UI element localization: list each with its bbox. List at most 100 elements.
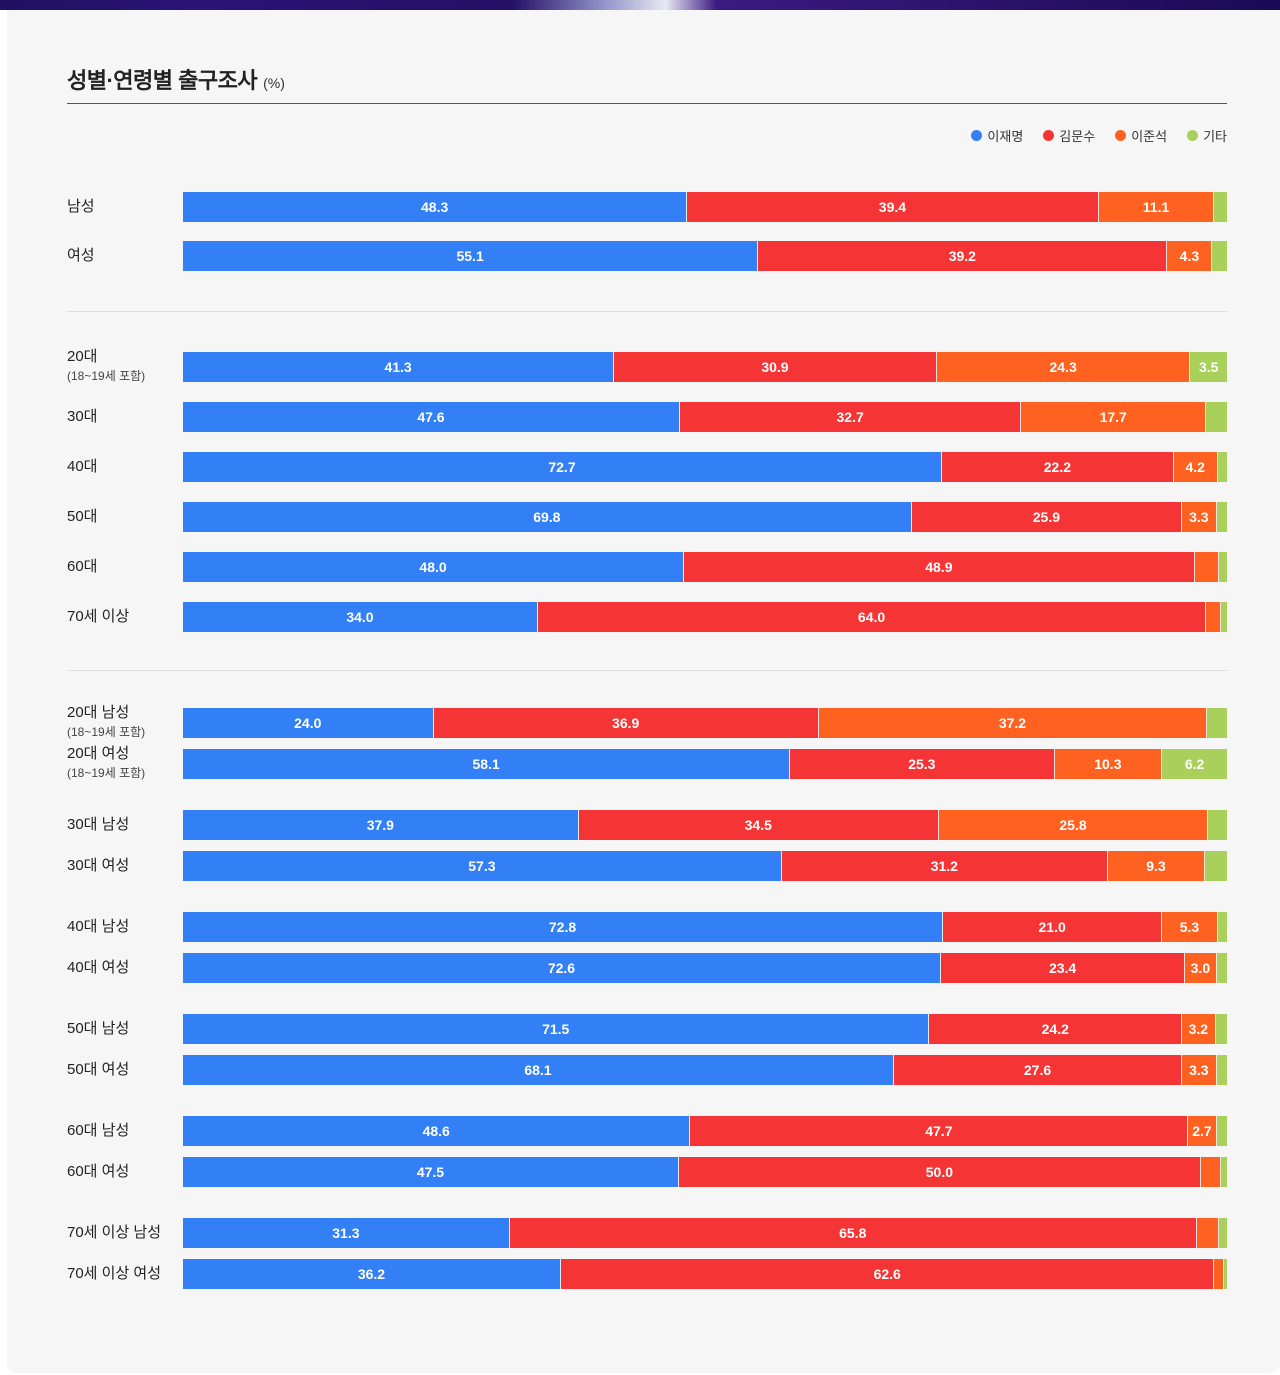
bar-segment: 24.3 xyxy=(936,352,1191,382)
bar-value-label: 27.6 xyxy=(1023,1062,1052,1078)
bar-value-label: 34.5 xyxy=(744,817,772,833)
row-label-text: 60대 xyxy=(67,558,98,575)
bar-value-label: 72.8 xyxy=(548,919,577,935)
row-label: 70세 이상 xyxy=(67,608,129,626)
bar-segment: 6.2 xyxy=(1162,749,1227,779)
row-label: 40대 남성 xyxy=(67,918,129,936)
bar-segment: 4.2 xyxy=(1173,452,1218,482)
bar-value-label: 48.9 xyxy=(925,559,953,575)
bar-value-label: 25.8 xyxy=(1059,817,1087,833)
row-label: 20대 (18~19세 포함) xyxy=(67,348,145,384)
bar-segment xyxy=(1194,552,1219,582)
row-label-text: 40대 xyxy=(67,458,98,475)
bar-segment: 10.3 xyxy=(1054,749,1163,779)
chart-title-text: 성별·연령별 출구조사 xyxy=(67,68,258,93)
bar-value-label: 55.1 xyxy=(456,248,484,264)
bar-value-label: 4.3 xyxy=(1179,248,1200,264)
bar-segment: 3.0 xyxy=(1185,953,1217,983)
bar-value-label: 47.6 xyxy=(417,409,445,425)
bar-segment xyxy=(1208,810,1227,840)
row-label-text: 여성 xyxy=(67,247,95,264)
bar-segment: 4.3 xyxy=(1167,241,1213,271)
bar-value-label: 24.3 xyxy=(1049,359,1077,375)
title-underline xyxy=(67,103,1227,104)
bar-value-label: 3.5 xyxy=(1198,359,1219,375)
bar-segment xyxy=(1217,912,1227,942)
bar-segment xyxy=(1207,708,1227,738)
stacked-bar-row: 48.0 48.9 xyxy=(183,552,1227,582)
bar-value-label: 64.0 xyxy=(857,609,886,625)
legend-item-lee-jaemyung: 이재명 xyxy=(971,126,1023,145)
row-label-text: 70세 이상 여성 xyxy=(67,1265,162,1282)
bar-value-label: 37.9 xyxy=(366,817,394,833)
bar-segment: 72.7 xyxy=(183,452,942,482)
legend-label: 이준석 xyxy=(1131,129,1168,144)
bar-segment: 2.7 xyxy=(1188,1116,1217,1146)
row-label: 30대 여성 xyxy=(67,857,129,875)
bar-segment: 34.0 xyxy=(183,602,538,632)
stacked-bar-row: 57.3 31.2 9.3 xyxy=(183,851,1227,881)
bar-value-label: 48.0 xyxy=(419,559,447,575)
row-label: 여성 xyxy=(67,247,95,265)
bar-value-label: 11.1 xyxy=(1142,199,1170,215)
bar-segment xyxy=(1205,851,1227,881)
bar-segment xyxy=(1217,452,1227,482)
bar-value-label: 37.2 xyxy=(998,715,1027,731)
row-label-text: 20대 남성 xyxy=(67,704,130,721)
stacked-bar-row: 41.3 30.9 24.3 3.5 xyxy=(183,352,1227,382)
bar-value-label: 2.7 xyxy=(1192,1123,1212,1139)
bar-segment xyxy=(1216,1116,1227,1146)
row-label-text: 40대 여성 xyxy=(67,959,130,976)
bar-value-label: 24.0 xyxy=(294,715,322,731)
bar-value-label: 50.0 xyxy=(925,1164,954,1180)
bar-value-label: 57.3 xyxy=(468,858,496,874)
legend-item-others: 기타 xyxy=(1187,126,1227,145)
bar-segment: 9.3 xyxy=(1107,851,1206,881)
bar-segment: 25.8 xyxy=(938,810,1209,840)
bar-segment: 25.9 xyxy=(911,502,1183,532)
row-label-text: 50대 여성 xyxy=(67,1061,130,1078)
bar-segment: 47.7 xyxy=(690,1116,1189,1146)
bar-segment: 50.0 xyxy=(678,1157,1201,1187)
bar-segment xyxy=(1214,192,1227,222)
stacked-bar-row: 37.9 34.5 25.8 xyxy=(183,810,1227,840)
row-sublabel: (18~19세 포함) xyxy=(67,369,146,383)
bar-segment: 3.5 xyxy=(1190,352,1227,382)
row-label: 30대 남성 xyxy=(67,816,129,834)
stacked-bar-row: 48.3 39.4 11.1 xyxy=(183,192,1227,222)
stacked-bar-row: 36.2 62.6 xyxy=(183,1259,1227,1289)
bar-value-label: 47.7 xyxy=(925,1123,953,1139)
row-sublabel: (18~19세 포함) xyxy=(67,725,146,739)
bar-value-label: 22.2 xyxy=(1043,459,1071,475)
bar-segment xyxy=(1214,1259,1224,1289)
bar-segment: 24.2 xyxy=(929,1014,1183,1044)
bar-segment xyxy=(1215,1014,1227,1044)
bar-segment: 62.6 xyxy=(560,1259,1215,1289)
bar-value-label: 24.2 xyxy=(1041,1021,1069,1037)
bar-segment: 31.3 xyxy=(183,1218,510,1248)
bar-segment xyxy=(1196,1218,1219,1248)
stacked-bar-row: 47.6 32.7 17.7 xyxy=(183,402,1227,432)
bar-segment xyxy=(1218,552,1227,582)
legend-dot xyxy=(1115,130,1127,141)
stacked-bar-row: 58.1 25.3 10.3 6.2 xyxy=(183,749,1227,779)
row-label: 50대 여성 xyxy=(67,1061,129,1079)
row-sublabel: (18~19세 포함) xyxy=(67,766,146,780)
bar-segment xyxy=(1206,602,1221,632)
row-label: 50대 남성 xyxy=(67,1020,129,1038)
row-label: 40대 xyxy=(67,458,98,476)
bar-segment xyxy=(1220,602,1227,632)
bar-segment xyxy=(1218,1218,1227,1248)
bar-value-label: 39.4 xyxy=(878,199,907,215)
bar-value-label: 41.3 xyxy=(384,359,412,375)
bar-segment: 5.3 xyxy=(1162,912,1218,942)
bar-segment: 57.3 xyxy=(183,851,782,881)
bar-segment: 11.1 xyxy=(1098,192,1215,222)
chart-title: 성별·연령별 출구조사 (%) xyxy=(67,63,285,93)
bar-segment xyxy=(1206,402,1227,432)
row-label-text: 40대 남성 xyxy=(67,918,130,935)
stacked-bar-row: 24.0 36.9 37.2 xyxy=(183,708,1227,738)
group-divider xyxy=(67,670,1227,671)
bar-value-label: 31.3 xyxy=(332,1225,360,1241)
row-label: 70세 이상 남성 xyxy=(67,1224,161,1242)
